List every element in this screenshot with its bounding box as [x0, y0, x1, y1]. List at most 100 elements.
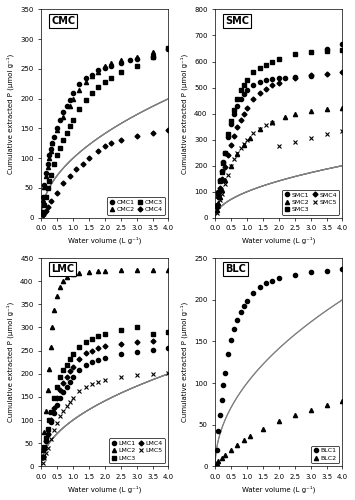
SMC2: [223, 177, 227, 183]
LMC4: [61, 380, 66, 386]
SMC5: [264, 122, 268, 128]
SMC3: [239, 87, 243, 93]
CMC1: [96, 67, 100, 73]
SMC1: [251, 82, 256, 88]
SMC3: [216, 190, 220, 196]
SMC2: [235, 151, 240, 157]
SMC1: [283, 74, 287, 80]
CMC1: [42, 182, 47, 188]
LMC4: [119, 340, 123, 346]
LMC5: [68, 398, 72, 404]
SMC3: [242, 82, 246, 88]
SMC2: [215, 207, 219, 213]
BLC1: [215, 446, 219, 452]
BLC2: [340, 398, 345, 404]
LMC3: [55, 384, 59, 390]
CMC1: [71, 90, 75, 96]
Line: CMC2: CMC2: [40, 46, 170, 202]
CMC2: [151, 50, 155, 56]
SMC5: [324, 131, 329, 137]
SMC4: [258, 90, 262, 96]
LMC5: [45, 445, 50, 451]
LMC4: [71, 364, 75, 370]
LMC4: [58, 387, 62, 393]
BLC2: [235, 442, 240, 448]
SMC4: [215, 204, 219, 210]
LMC5: [77, 388, 81, 394]
SMC3: [277, 56, 281, 62]
X-axis label: Water volume (L g⁻¹): Water volume (L g⁻¹): [68, 237, 142, 244]
SMC2: [308, 108, 313, 114]
CMC2: [47, 155, 51, 161]
CMC4: [55, 190, 59, 196]
SMC4: [219, 176, 224, 182]
SMC1: [245, 87, 249, 93]
LMC2: [77, 270, 81, 276]
SMC2: [219, 188, 224, 194]
X-axis label: Water volume (L g⁻¹): Water volume (L g⁻¹): [242, 237, 316, 244]
SMC1: [218, 177, 222, 183]
SMC3: [218, 178, 222, 184]
BLC1: [340, 266, 345, 272]
SMC3: [264, 62, 268, 68]
LMC4: [55, 395, 59, 401]
Text: CMC: CMC: [51, 16, 76, 26]
LMC4: [45, 431, 50, 437]
CMC4: [119, 138, 123, 143]
Line: CMC4: CMC4: [41, 128, 170, 216]
CMC3: [47, 178, 51, 184]
LMC1: [61, 390, 66, 396]
CMC4: [44, 208, 48, 214]
BLC1: [216, 428, 220, 434]
LMC5: [71, 395, 75, 401]
LMC3: [42, 444, 47, 450]
LMC1: [119, 351, 123, 357]
CMC3: [55, 152, 59, 158]
CMC4: [151, 130, 155, 136]
SMC5: [258, 126, 262, 132]
SMC4: [293, 74, 297, 80]
LMC1: [71, 374, 75, 380]
LMC4: [151, 338, 155, 344]
Text: LMC: LMC: [51, 264, 75, 274]
BLC1: [223, 370, 227, 376]
LMC5: [44, 450, 48, 456]
CMC2: [50, 140, 54, 146]
SMC4: [277, 80, 281, 86]
SMC4: [245, 105, 249, 111]
BLC1: [221, 382, 225, 388]
CMC1: [55, 126, 59, 132]
CMC3: [49, 172, 53, 178]
CMC2: [135, 54, 139, 60]
BLC1: [219, 396, 224, 402]
SMC5: [242, 140, 246, 146]
BLC1: [277, 275, 281, 281]
SMC1: [232, 110, 236, 116]
SMC5: [215, 210, 219, 216]
Line: CMC3: CMC3: [40, 46, 170, 214]
CMC1: [135, 56, 139, 62]
CMC2: [96, 69, 100, 75]
BLC1: [251, 290, 256, 296]
Legend: SMC1, SMC2, SMC3, SMC4, SMC5: SMC1, SMC2, SMC3, SMC4, SMC5: [282, 190, 339, 214]
Line: LMC5: LMC5: [40, 370, 171, 465]
SMC3: [235, 96, 240, 102]
SMC3: [293, 51, 297, 57]
Line: BLC1: BLC1: [215, 267, 345, 452]
SMC1: [293, 74, 297, 80]
LMC2: [40, 447, 45, 453]
SMC3: [324, 48, 329, 54]
SMC2: [293, 111, 297, 117]
BLC2: [261, 426, 265, 432]
LMC2: [50, 324, 54, 330]
CMC2: [40, 197, 45, 203]
CMC3: [103, 79, 107, 85]
SMC2: [324, 106, 329, 112]
LMC3: [71, 352, 75, 358]
BLC2: [308, 406, 313, 412]
CMC1: [49, 146, 53, 152]
LMC3: [44, 434, 48, 440]
LMC2: [61, 278, 66, 284]
LMC4: [40, 454, 45, 460]
Legend: BLC1, BLC2: BLC1, BLC2: [311, 446, 339, 463]
